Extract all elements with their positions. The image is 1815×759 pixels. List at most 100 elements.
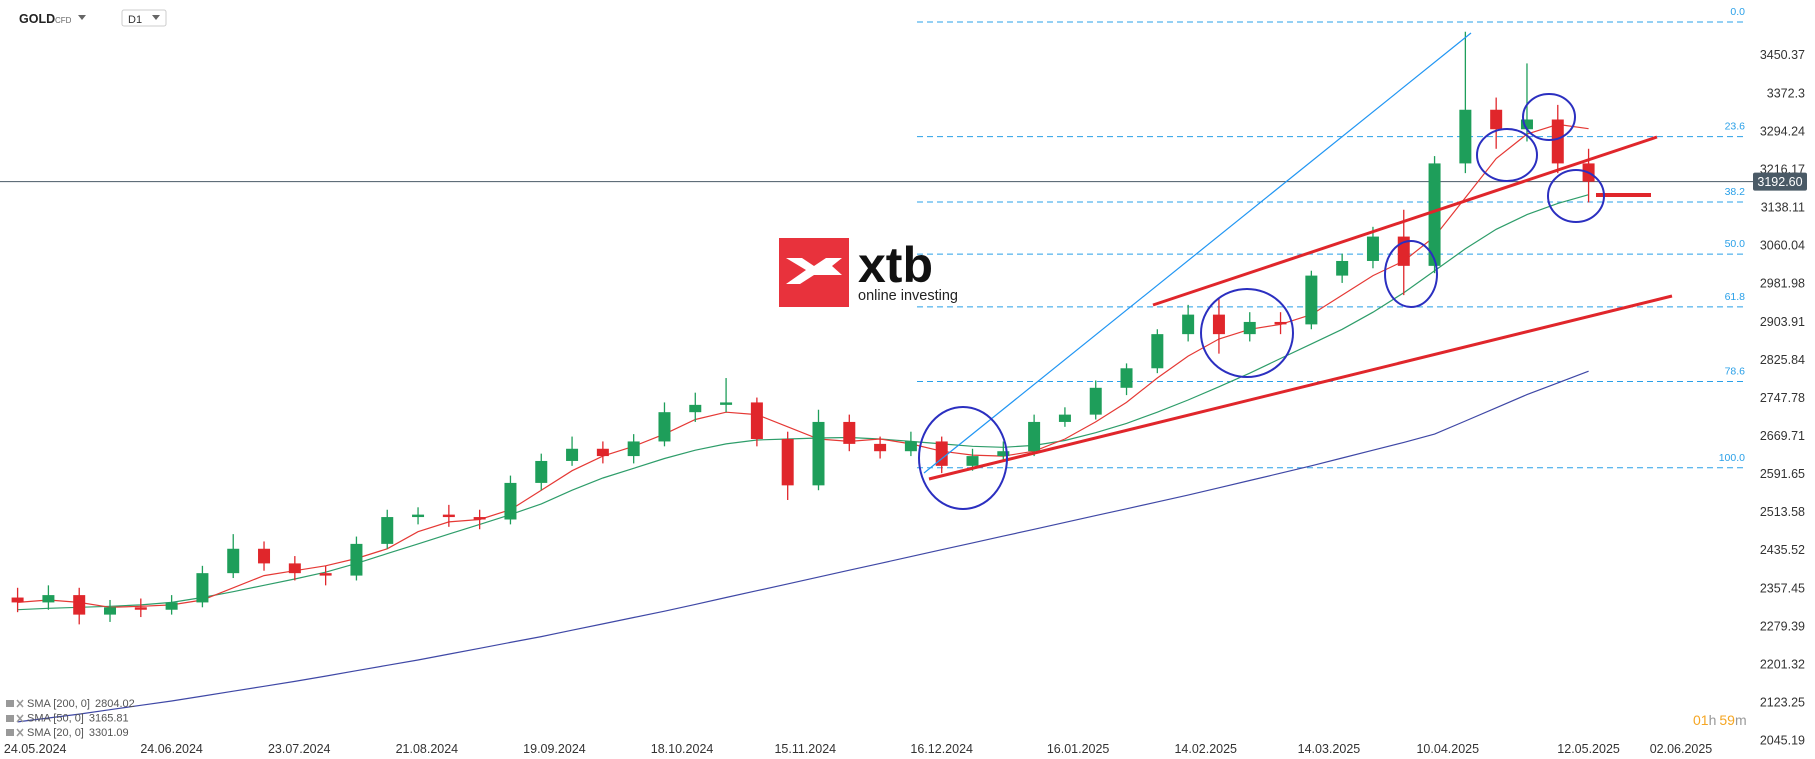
candle-body <box>627 441 640 457</box>
highlight-circle <box>1384 240 1438 308</box>
y-tick-label: 2123.25 <box>1760 696 1805 710</box>
x-tick-label: 10.04.2025 <box>1416 742 1479 756</box>
timeframe-dropdown[interactable] <box>152 15 160 20</box>
candle-body <box>1520 119 1533 130</box>
legend-entry: SMA [50, 0] 3165.81 <box>27 712 129 724</box>
timeframe[interactable]: D1 <box>128 14 142 26</box>
y-tick-label: 2357.45 <box>1760 581 1805 595</box>
channel-line <box>1152 135 1658 307</box>
y-tick-label: 2435.52 <box>1760 543 1805 557</box>
timeframe-select[interactable] <box>121 9 167 27</box>
fib-label: 23.6 <box>1725 121 1746 133</box>
x-tick-label: 18.10.2024 <box>651 742 714 756</box>
candle-body <box>1243 321 1256 335</box>
candle-body <box>1028 421 1041 452</box>
y-tick-label: 3294.24 <box>1760 124 1805 138</box>
x-tick-label: 21.08.2024 <box>396 742 459 756</box>
sma-line <box>17 194 1589 611</box>
candle-body <box>196 573 209 603</box>
countdown-unit: h <box>1709 712 1717 728</box>
highlight-circle <box>1476 128 1538 182</box>
sma-line <box>17 123 1589 608</box>
symbol-dropdown[interactable] <box>78 15 86 20</box>
plot-area: 3450.373372.33294.243216.173138.113060.0… <box>0 6 1807 756</box>
y-tick-label: 3060.04 <box>1760 239 1805 253</box>
fib-label: 50.0 <box>1725 238 1746 250</box>
candle-body <box>1490 109 1503 130</box>
y-tick-label: 2279.39 <box>1760 619 1805 633</box>
fib-trend-line <box>923 32 1472 474</box>
candle-body <box>1151 334 1164 369</box>
x-tick-label: 14.03.2025 <box>1298 742 1361 756</box>
legend-entry: SMA [20, 0] 3301.09 <box>27 727 129 739</box>
legend-value: 3165.81 <box>89 712 129 724</box>
fib-label: 78.6 <box>1725 365 1746 377</box>
legend-name: SMA [200, 0] <box>27 698 90 710</box>
highlight-circle <box>1547 169 1605 223</box>
candle-body <box>473 517 486 520</box>
y-tick-label: 2903.91 <box>1760 315 1805 329</box>
countdown-hours: 01 <box>1693 712 1709 728</box>
legend-value: 3301.09 <box>89 727 129 739</box>
candle-body <box>1459 109 1472 164</box>
instrument-type: CFD <box>55 16 72 25</box>
countdown: 01h 59m <box>1693 712 1747 728</box>
logo-name: xtb <box>858 237 933 293</box>
candle-body <box>904 441 917 452</box>
x-tick-label: 16.12.2024 <box>910 742 973 756</box>
logo-tagline: online investing <box>858 288 958 304</box>
candle-body <box>442 514 455 518</box>
countdown-unit: m <box>1735 712 1747 728</box>
sma-line <box>17 370 1589 723</box>
y-tick-label: 2513.58 <box>1760 505 1805 519</box>
legend-icon <box>6 729 14 736</box>
last-price-box <box>1753 172 1807 191</box>
x-tick-label: 14.02.2025 <box>1174 742 1237 756</box>
legend-entry: SMA [200, 0] 2804.02 <box>27 698 135 710</box>
legend-close[interactable] <box>16 699 24 737</box>
candle-body <box>535 460 548 483</box>
candle-body <box>1274 321 1287 325</box>
highlight-circle <box>918 406 1008 510</box>
legend-icon <box>6 715 14 722</box>
legend-name: SMA [20, 0] <box>27 727 84 739</box>
legend-icons <box>6 699 24 737</box>
y-tick-label: 2981.98 <box>1760 277 1805 291</box>
x-tick-label: 02.06.2025 <box>1650 742 1713 756</box>
logo-glyph <box>786 258 842 284</box>
symbol[interactable]: GOLD <box>19 12 55 26</box>
legend-icon <box>6 700 14 707</box>
y-tick-label: 3138.11 <box>1761 201 1805 215</box>
y-tick-label: 2201.32 <box>1760 657 1805 671</box>
candle-body <box>1366 236 1379 261</box>
y-tick-label: 2825.84 <box>1760 353 1805 367</box>
candle-body <box>11 597 24 603</box>
candle-body <box>566 448 579 461</box>
candle-body <box>1182 314 1195 335</box>
candle-body <box>134 607 147 610</box>
y-tick-label: 2045.19 <box>1760 734 1805 748</box>
y-tick-label: 2669.71 <box>1760 429 1805 443</box>
candle-body <box>1428 163 1441 266</box>
x-tick-label: 16.01.2025 <box>1047 742 1110 756</box>
support-line <box>928 294 1673 481</box>
fib-label: 0.0 <box>1730 6 1745 18</box>
candle-body <box>1336 260 1349 276</box>
y-tick-label: 2591.65 <box>1760 467 1805 481</box>
legend-value: 2804.02 <box>95 698 135 710</box>
candle-body <box>843 421 856 444</box>
candle-body <box>227 548 240 574</box>
candle-body <box>750 402 763 440</box>
legend-name: SMA [50, 0] <box>27 712 84 724</box>
candle-body <box>381 517 394 544</box>
y-tick-label: 3450.37 <box>1760 48 1805 62</box>
candle-body <box>412 514 425 518</box>
candle-body <box>689 404 702 413</box>
annotations <box>918 32 1673 510</box>
fib-label: 38.2 <box>1725 186 1746 198</box>
x-tick-label: 12.05.2025 <box>1557 742 1620 756</box>
candle-body <box>997 451 1010 457</box>
